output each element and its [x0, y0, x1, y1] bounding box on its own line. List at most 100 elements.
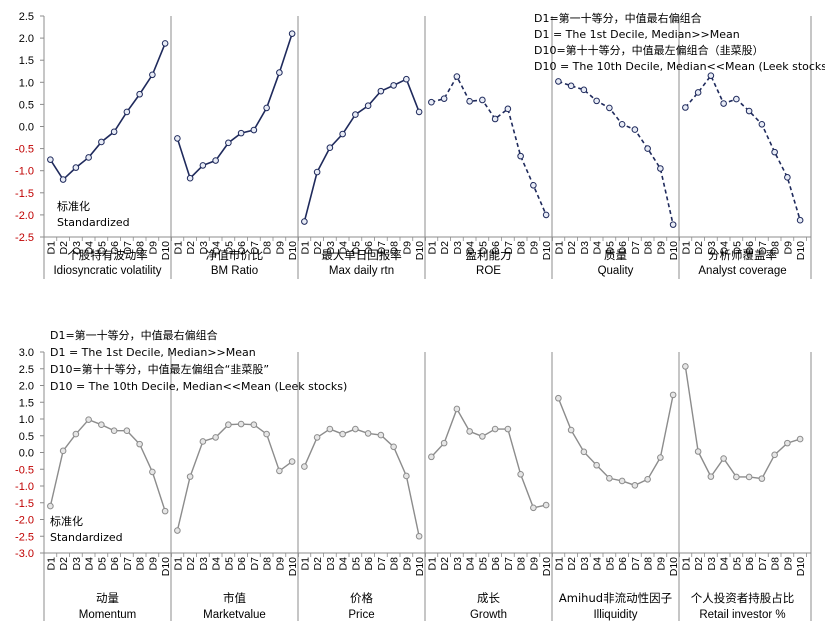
x-tick-label: D10: [287, 557, 299, 576]
x-tick-label: D9: [401, 241, 413, 255]
x-tick-label: D4: [592, 241, 604, 255]
group-label-cn: 市值: [223, 591, 246, 605]
y-tick-label: -1.5: [15, 498, 34, 510]
x-tick-label: D7: [249, 557, 261, 571]
x-tick-label: D6: [109, 241, 121, 255]
series-line: [176, 423, 293, 531]
x-tick-label: D5: [223, 241, 235, 255]
x-tick-label: D7: [376, 241, 388, 255]
data-point: [580, 448, 588, 456]
data-point: [403, 472, 410, 480]
data-point: [593, 461, 600, 469]
x-tick-label: D5: [350, 241, 362, 255]
group-label-en: Marketvalue: [203, 609, 266, 621]
x-tick-label: D9: [274, 557, 286, 571]
group-label-en: Quality: [598, 265, 634, 277]
data-point: [567, 426, 575, 434]
data-point: [59, 447, 67, 455]
series-line: [684, 366, 801, 480]
x-tick-label: D7: [376, 557, 388, 571]
group-label-cn: 净值市价比: [206, 248, 264, 262]
group-label-en: Retail investor %: [699, 609, 785, 621]
x-tick-label: D10: [414, 241, 426, 260]
x-tick-label: D8: [262, 557, 274, 571]
x-tick-label: D6: [744, 557, 756, 571]
data-point: [720, 100, 727, 107]
x-tick-label: D9: [147, 241, 159, 255]
x-tick-label: D10: [287, 241, 299, 260]
data-point: [85, 154, 92, 161]
data-point: [758, 475, 766, 482]
data-point: [98, 138, 105, 146]
y-tick-label: 2.0: [19, 33, 34, 45]
data-point: [593, 97, 600, 105]
data-point: [504, 105, 512, 113]
data-point: [745, 107, 753, 115]
group-label-en: Momentum: [79, 609, 137, 621]
x-tick-label: D4: [84, 241, 96, 255]
x-tick-label: D4: [338, 241, 350, 255]
x-tick-label: D4: [211, 557, 223, 571]
y-tick-label: 0.0: [19, 448, 34, 460]
x-tick-label: D1: [553, 241, 565, 255]
data-point: [530, 181, 537, 189]
data-point: [288, 30, 296, 37]
group-label-cn: 动量: [96, 591, 119, 605]
series-line: [557, 394, 674, 487]
y-tick-label: 0.0: [19, 122, 34, 134]
x-tick-label: D10: [795, 241, 807, 260]
data-point: [199, 438, 207, 445]
x-tick-label: D8: [135, 241, 147, 255]
data-point: [745, 473, 753, 481]
x-tick-label: D3: [452, 241, 464, 255]
series-line: [430, 407, 547, 509]
data-point: [301, 218, 308, 225]
y-tick-label: 1.5: [19, 55, 34, 67]
group-label-cn: 盈利能力: [466, 248, 512, 262]
data-point: [149, 468, 156, 476]
x-tick-label: D2: [185, 557, 197, 571]
x-tick-label: D10: [668, 557, 680, 576]
data-point: [123, 427, 131, 435]
y-tick-label: -2.0: [15, 210, 34, 222]
group-label-cn: 成长: [477, 591, 500, 605]
data-point: [530, 504, 537, 512]
x-tick-label: D6: [236, 557, 248, 571]
annotation-line: D1=第一十等分，中值最右偏组合: [50, 328, 218, 342]
data-point: [174, 135, 181, 142]
data-point: [618, 477, 626, 485]
x-tick-label: D1: [45, 557, 57, 571]
data-point: [733, 95, 740, 103]
x-tick-label: D7: [757, 241, 769, 255]
data-point: [377, 431, 385, 439]
data-point: [301, 463, 308, 470]
x-tick-label: D2: [566, 241, 578, 255]
x-tick-label: D3: [452, 557, 464, 571]
data-point: [517, 152, 524, 160]
data-point: [161, 507, 169, 515]
x-tick-label: D4: [84, 557, 96, 571]
x-tick-label: D2: [185, 241, 197, 255]
x-tick-label: D10: [795, 557, 807, 576]
group-label-cn: 个股特有波动率: [67, 248, 148, 262]
x-tick-label: D8: [516, 557, 528, 571]
data-point: [555, 394, 562, 402]
data-point: [364, 102, 372, 110]
data-point: [390, 443, 397, 451]
group-label-en: Analyst coverage: [698, 265, 786, 277]
series-line: [49, 418, 166, 512]
annotation-line: D10 = The 10th Decile, Median<<Mean (Lee…: [534, 60, 825, 73]
x-tick-label: D10: [160, 557, 172, 576]
x-tick-label: D3: [325, 241, 337, 255]
data-point: [250, 126, 258, 134]
data-point: [237, 129, 245, 137]
data-point: [606, 474, 613, 482]
y-tick-label: 2.0: [19, 381, 34, 393]
x-tick-label: D3: [579, 241, 591, 255]
group-label-en: Max daily rtn: [329, 265, 394, 277]
x-tick-label: D3: [579, 557, 591, 571]
x-tick-label: D5: [96, 557, 108, 571]
x-tick-label: D9: [782, 241, 794, 255]
x-tick-label: D3: [706, 557, 718, 571]
x-tick-label: D1: [299, 557, 311, 571]
